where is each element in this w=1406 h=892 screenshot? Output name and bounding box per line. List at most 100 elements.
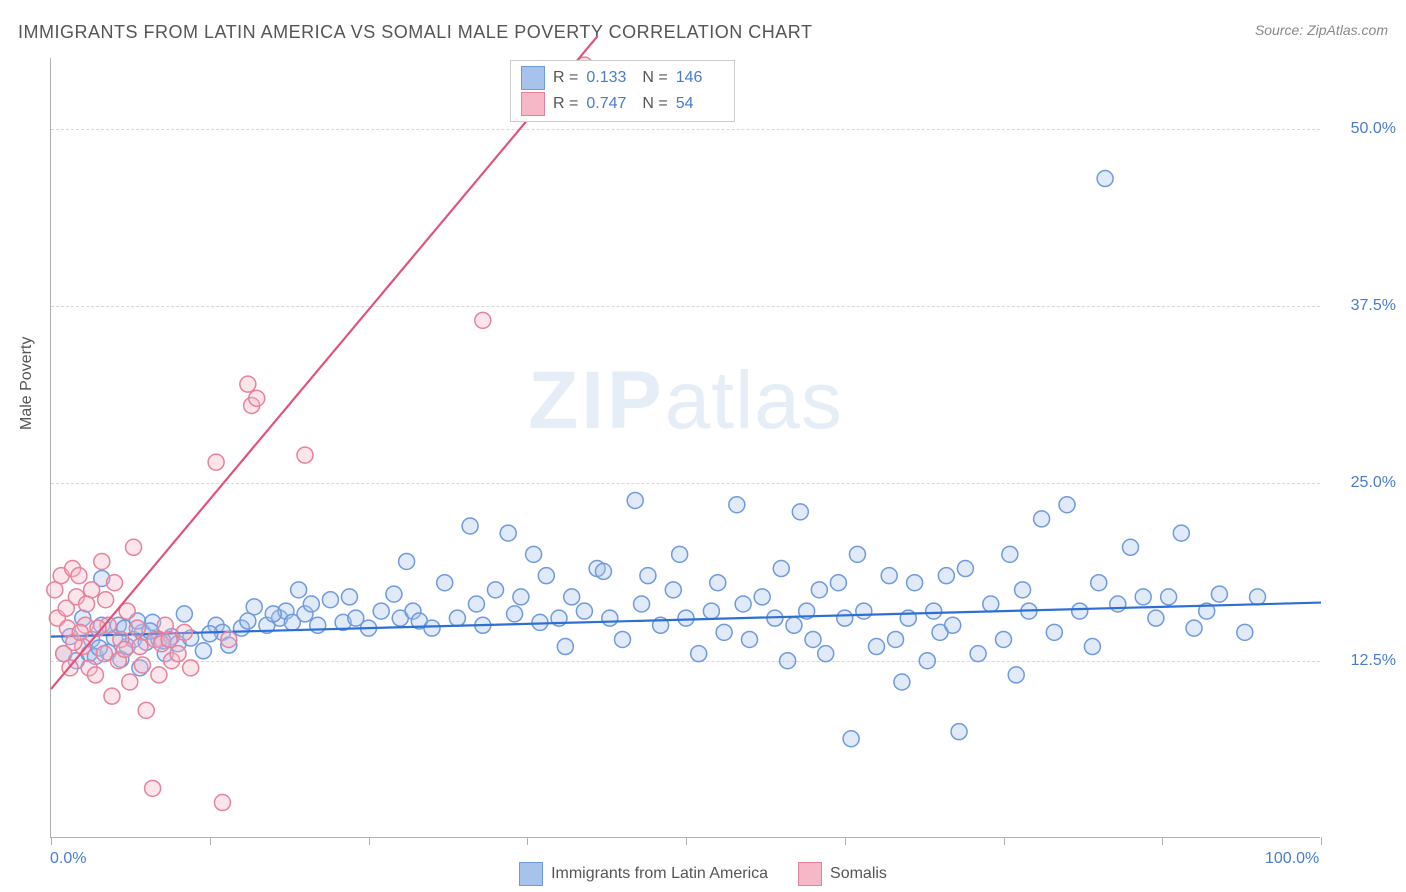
scatter-point xyxy=(773,561,789,577)
scatter-point xyxy=(691,646,707,662)
r-value-series-1: 0.747 xyxy=(586,95,634,113)
scatter-point xyxy=(716,624,732,640)
scatter-point xyxy=(126,539,142,555)
y-tick-label: 12.5% xyxy=(1351,652,1396,670)
scatter-point xyxy=(564,589,580,605)
scatter-point xyxy=(240,613,256,629)
scatter-point xyxy=(888,631,904,647)
scatter-point xyxy=(869,639,885,655)
scatter-point xyxy=(1161,589,1177,605)
x-tick xyxy=(527,837,528,845)
scatter-point xyxy=(157,617,173,633)
scatter-point xyxy=(843,731,859,747)
scatter-point xyxy=(595,563,611,579)
scatter-point xyxy=(170,646,186,662)
scatter-point xyxy=(72,624,88,640)
x-tick xyxy=(686,837,687,845)
scatter-point xyxy=(970,646,986,662)
x-tick xyxy=(1321,837,1322,845)
scatter-point xyxy=(881,568,897,584)
scatter-point xyxy=(138,702,154,718)
legend-swatch-series-0 xyxy=(521,66,545,90)
scatter-point xyxy=(176,624,192,640)
legend-stats-row: R = 0.747 N = 54 xyxy=(521,91,724,117)
source-attribution: Source: ZipAtlas.com xyxy=(1255,22,1388,38)
scatter-point xyxy=(754,589,770,605)
scatter-point xyxy=(117,641,133,657)
scatter-point xyxy=(1237,624,1253,640)
scatter-point xyxy=(710,575,726,591)
scatter-point xyxy=(1173,525,1189,541)
scatter-point xyxy=(249,390,265,406)
scatter-point xyxy=(1015,582,1031,598)
scatter-point xyxy=(926,603,942,619)
scatter-point xyxy=(107,575,123,591)
n-value-series-0: 146 xyxy=(676,69,724,87)
legend-series-item: Immigrants from Latin America xyxy=(519,862,768,886)
scatter-point xyxy=(94,553,110,569)
scatter-point xyxy=(475,312,491,328)
scatter-point xyxy=(297,447,313,463)
plot-area: ZIPatlas xyxy=(50,58,1320,838)
n-prefix: N = xyxy=(642,95,667,113)
scatter-point xyxy=(1059,497,1075,513)
scatter-point xyxy=(856,603,872,619)
scatter-point xyxy=(291,582,307,598)
legend-swatch-series-1 xyxy=(521,92,545,116)
scatter-point xyxy=(996,631,1012,647)
scatter-point xyxy=(1135,589,1151,605)
scatter-point xyxy=(437,575,453,591)
scatter-point xyxy=(183,660,199,676)
n-prefix: N = xyxy=(642,69,667,87)
legend-series-label-0: Immigrants from Latin America xyxy=(551,865,768,883)
x-tick xyxy=(51,837,52,845)
legend-stats-box: R = 0.133 N = 146 R = 0.747 N = 54 xyxy=(510,60,735,122)
scatter-point xyxy=(134,657,150,673)
scatter-point xyxy=(678,610,694,626)
scatter-point xyxy=(507,606,523,622)
scatter-point xyxy=(538,568,554,584)
scatter-point xyxy=(526,546,542,562)
legend-swatch-series-0-b xyxy=(519,862,543,886)
scatter-point xyxy=(176,606,192,622)
scatter-point xyxy=(615,631,631,647)
y-tick-label: 25.0% xyxy=(1351,474,1396,492)
scatter-point xyxy=(983,596,999,612)
scatter-point xyxy=(640,568,656,584)
scatter-point xyxy=(214,795,230,811)
scatter-point xyxy=(265,606,281,622)
scatter-point xyxy=(1186,620,1202,636)
legend-swatch-series-1-b xyxy=(798,862,822,886)
scatter-point xyxy=(79,596,95,612)
scatter-point xyxy=(938,568,954,584)
scatter-point xyxy=(341,589,357,605)
chart-container: IMMIGRANTS FROM LATIN AMERICA VS SOMALI … xyxy=(0,0,1406,892)
legend-series-item: Somalis xyxy=(798,862,887,886)
scatter-point xyxy=(811,582,827,598)
scatter-point xyxy=(1091,575,1107,591)
x-tick xyxy=(845,837,846,845)
scatter-point xyxy=(1034,511,1050,527)
scatter-point xyxy=(894,674,910,690)
scatter-point xyxy=(742,631,758,647)
x-tick xyxy=(210,837,211,845)
x-tick xyxy=(1004,837,1005,845)
scatter-point xyxy=(462,518,478,534)
chart-title: IMMIGRANTS FROM LATIN AMERICA VS SOMALI … xyxy=(18,22,812,43)
scatter-point xyxy=(145,780,161,796)
y-tick-label: 37.5% xyxy=(1351,297,1396,315)
scatter-point xyxy=(951,724,967,740)
scatter-point xyxy=(195,643,211,659)
scatter-point xyxy=(945,617,961,633)
scatter-point xyxy=(202,626,218,642)
scatter-point xyxy=(735,596,751,612)
scatter-point xyxy=(805,631,821,647)
scatter-point xyxy=(132,639,148,655)
legend-stats-row: R = 0.133 N = 146 xyxy=(521,65,724,91)
n-value-series-1: 54 xyxy=(676,95,724,113)
scatter-point xyxy=(627,492,643,508)
y-tick-label: 50.0% xyxy=(1351,120,1396,138)
r-prefix: R = xyxy=(553,69,578,87)
scatter-point xyxy=(818,646,834,662)
scatter-point xyxy=(449,610,465,626)
